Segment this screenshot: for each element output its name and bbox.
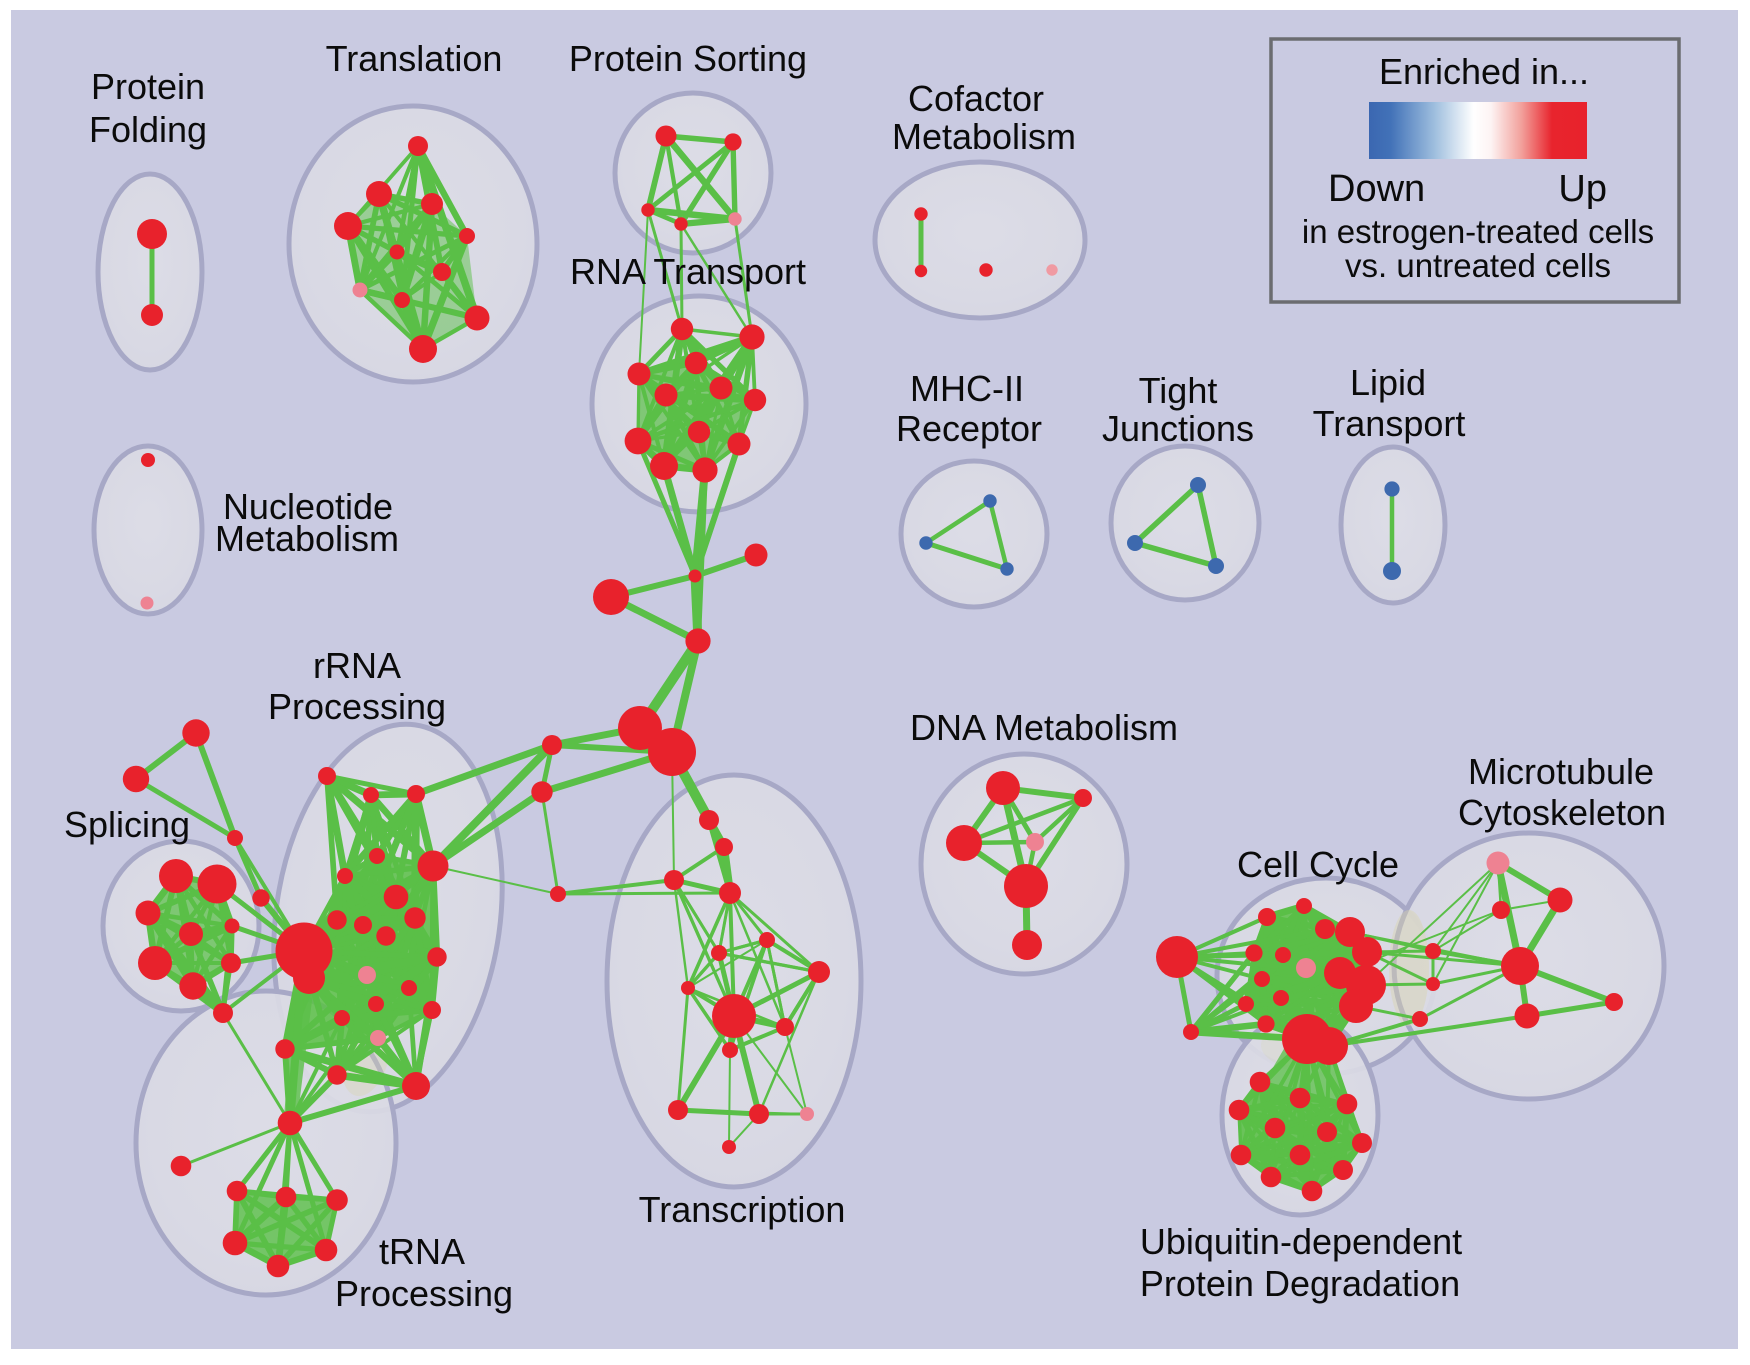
svg-text:Protein Degradation: Protein Degradation [1140,1263,1460,1304]
svg-text:Cofactor: Cofactor [908,78,1044,119]
svg-text:rRNA: rRNA [313,645,401,686]
svg-text:DNA Metabolism: DNA Metabolism [910,707,1178,748]
svg-text:Junctions: Junctions [1102,408,1254,449]
svg-text:Metabolism: Metabolism [892,116,1076,157]
svg-text:Down: Down [1328,168,1425,210]
svg-text:Nucleotide: Nucleotide [223,486,393,527]
svg-text:MHC-II: MHC-II [910,368,1024,409]
svg-text:RNA Transport: RNA Transport [570,251,806,292]
svg-text:Transcription: Transcription [639,1189,846,1230]
svg-text:Lipid: Lipid [1350,362,1426,403]
svg-text:Processing: Processing [335,1273,513,1314]
svg-text:Processing: Processing [268,686,446,727]
svg-text:tRNA: tRNA [379,1231,465,1272]
svg-text:Enriched in...: Enriched in... [1379,51,1589,92]
svg-text:Tight: Tight [1139,370,1218,411]
svg-text:Microtubule: Microtubule [1468,751,1654,792]
svg-text:Receptor: Receptor [896,408,1042,449]
svg-text:vs. untreated cells: vs. untreated cells [1345,247,1611,284]
svg-text:Protein Sorting: Protein Sorting [569,38,807,79]
svg-text:Cell Cycle: Cell Cycle [1237,844,1399,885]
svg-text:Translation: Translation [326,38,503,79]
svg-text:Up: Up [1558,168,1607,210]
svg-text:Cytoskeleton: Cytoskeleton [1458,792,1666,833]
svg-text:Metabolism: Metabolism [215,518,399,559]
svg-text:Protein: Protein [91,66,205,107]
svg-text:Folding: Folding [89,109,207,150]
svg-text:in estrogen-treated cells: in estrogen-treated cells [1302,213,1654,250]
svg-text:Transport: Transport [1313,403,1466,444]
svg-text:Splicing: Splicing [64,804,190,845]
svg-text:Ubiquitin-dependent: Ubiquitin-dependent [1140,1221,1462,1262]
